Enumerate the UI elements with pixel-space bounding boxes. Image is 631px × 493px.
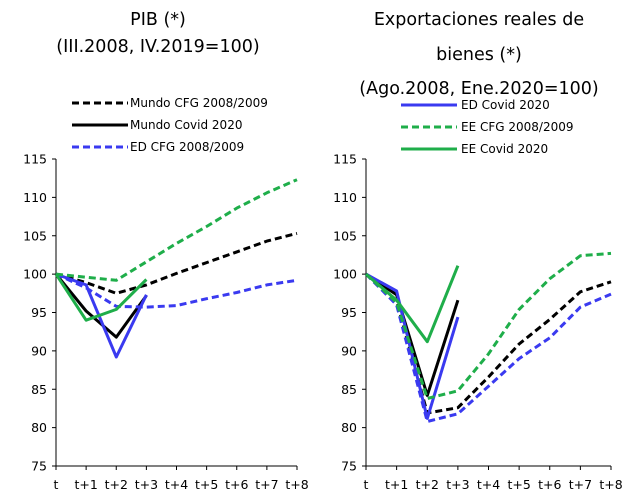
right-y-tick-label: 100 bbox=[333, 267, 357, 282]
right-chart-title: Exportaciones reales de bbox=[374, 10, 584, 30]
right-y-tick-label: 85 bbox=[341, 382, 357, 397]
right-y-tick-label: 110 bbox=[333, 190, 357, 205]
left-plot: 75 80 85 90 95 100 105 110 115 t t+1 t+2 t+3 t+4 t+5 t+… bbox=[23, 152, 309, 493]
right-series-line-0 bbox=[365, 272, 612, 415]
right-x-tick-label: t+6 bbox=[538, 477, 561, 492]
right-chart-subtitle: (Ago.2008, Ene.2020=100) bbox=[359, 79, 598, 99]
left-y-tick-label: 115 bbox=[23, 152, 47, 167]
left-series-line-0 bbox=[55, 231, 298, 295]
legend-left: Mundo CFG 2008/2009 Mundo Covid 2020 ED … bbox=[72, 96, 268, 154]
legend-label-ee-covid: EE Covid 2020 bbox=[461, 142, 548, 156]
left-series-line-3 bbox=[55, 272, 148, 359]
left-series-line-1 bbox=[54, 273, 148, 339]
legend-label-ed-covid: ED Covid 2020 bbox=[461, 98, 550, 112]
right-x-tick-label: t+7 bbox=[569, 477, 592, 492]
left-y-tick-label: 85 bbox=[31, 382, 47, 397]
left-chart-subtitle: (III.2008, IV.2019=100) bbox=[56, 37, 259, 57]
right-y-tick-label: 80 bbox=[341, 420, 357, 435]
left-x-tick-label: t+3 bbox=[135, 477, 158, 492]
right-y-tick-label: 90 bbox=[341, 343, 357, 358]
legend-label-mundo-cfg: Mundo CFG 2008/2009 bbox=[130, 96, 268, 110]
right-y-tick-label: 115 bbox=[333, 152, 357, 167]
right-x-tick-label: t+8 bbox=[599, 477, 622, 492]
left-y-tick-label: 100 bbox=[23, 267, 47, 282]
right-x-tick-label: t+5 bbox=[507, 477, 530, 492]
left-x-tick-label: t+7 bbox=[255, 477, 278, 492]
right-series-line-2 bbox=[364, 273, 612, 423]
right-y-tick-label: 105 bbox=[333, 228, 357, 243]
left-x-tick-label: t+6 bbox=[225, 477, 248, 492]
legend-right: ED Covid 2020 EE CFG 2008/2009 EE Covid … bbox=[401, 98, 574, 156]
left-y-tick-label: 80 bbox=[31, 420, 47, 435]
left-series-line-4 bbox=[55, 178, 298, 282]
left-x-tick-label: t+4 bbox=[165, 477, 188, 492]
right-series-line-1 bbox=[365, 272, 460, 397]
right-series-line-4 bbox=[364, 251, 612, 400]
plot-areas: 75 80 85 90 95 100 105 110 115 t t+1 t+2 t+3 t+4 t+5 t+… bbox=[23, 152, 623, 493]
left-x-tick-label: t+5 bbox=[195, 477, 218, 492]
left-y-tick-label: 75 bbox=[31, 459, 47, 474]
right-x-tick-label: t+4 bbox=[477, 477, 500, 492]
legend-label-ed-cfg: ED CFG 2008/2009 bbox=[130, 140, 244, 154]
right-series-line-5 bbox=[365, 265, 460, 344]
right-y-tick-label: 95 bbox=[341, 305, 357, 320]
right-x-tick-label: t bbox=[364, 477, 369, 492]
right-x-tick-label: t+1 bbox=[385, 477, 408, 492]
left-y-tick-label: 110 bbox=[23, 190, 47, 205]
left-y-tick-label: 95 bbox=[31, 305, 47, 320]
left-x-tick-label: t+2 bbox=[105, 477, 128, 492]
right-chart-title-line2: bienes (*) bbox=[436, 45, 522, 65]
left-chart-title: PIB (*) bbox=[130, 10, 186, 30]
left-x-tick-label: t+8 bbox=[285, 477, 308, 492]
right-y-tick-label: 75 bbox=[341, 459, 357, 474]
left-y-tick-label: 105 bbox=[23, 228, 47, 243]
right-x-tick-label: t+3 bbox=[446, 477, 469, 492]
left-y-tick-label: 90 bbox=[31, 343, 47, 358]
left-x-tick-label: t bbox=[54, 477, 59, 492]
legend-label-mundo-covid: Mundo Covid 2020 bbox=[130, 118, 242, 132]
left-series-line-2 bbox=[55, 272, 298, 309]
left-x-tick-label: t+1 bbox=[74, 477, 97, 492]
legend-label-ee-cfg: EE CFG 2008/2009 bbox=[461, 120, 574, 134]
right-series-line-3 bbox=[365, 272, 460, 420]
right-x-tick-label: t+2 bbox=[416, 477, 439, 492]
left-series-line-5 bbox=[54, 273, 148, 322]
right-plot: 75 80 85 90 95 100 105 110 115 t t+1 t+2 t+3 t+4 t+5 t+… bbox=[333, 152, 623, 493]
